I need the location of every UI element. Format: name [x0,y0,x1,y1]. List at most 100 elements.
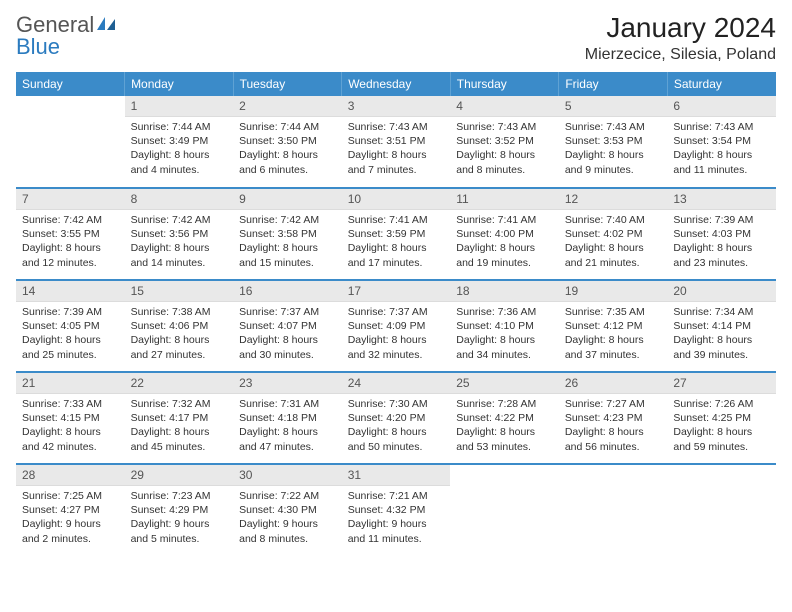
day-number: 21 [16,373,125,394]
day-cell: 11Sunrise: 7:41 AMSunset: 4:00 PMDayligh… [450,188,559,280]
daylight-text: Daylight: 8 hours [239,333,336,347]
day-details: Sunrise: 7:34 AMSunset: 4:14 PMDaylight:… [667,302,776,365]
sunrise-text: Sunrise: 7:26 AM [673,397,770,411]
sunrise-text: Sunrise: 7:32 AM [131,397,228,411]
day-cell: 30Sunrise: 7:22 AMSunset: 4:30 PMDayligh… [233,464,342,556]
sunset-text: Sunset: 4:25 PM [673,411,770,425]
day-number: 12 [559,189,668,210]
day-number: 7 [16,189,125,210]
day-number: 14 [16,281,125,302]
day-cell [450,464,559,556]
day-details: Sunrise: 7:43 AMSunset: 3:51 PMDaylight:… [342,117,451,180]
sunset-text: Sunset: 4:27 PM [22,503,119,517]
daylight-text: Daylight: 8 hours [131,148,228,162]
logo-sail-icon [96,12,118,37]
day-details: Sunrise: 7:39 AMSunset: 4:03 PMDaylight:… [667,210,776,273]
day-details: Sunrise: 7:42 AMSunset: 3:56 PMDaylight:… [125,210,234,273]
sunset-text: Sunset: 3:51 PM [348,134,445,148]
weekday-header: Sunday [16,72,125,96]
sunrise-text: Sunrise: 7:30 AM [348,397,445,411]
daylight-text: and 6 minutes. [239,163,336,177]
daylight-text: Daylight: 8 hours [456,148,553,162]
day-details: Sunrise: 7:42 AMSunset: 3:58 PMDaylight:… [233,210,342,273]
day-details: Sunrise: 7:40 AMSunset: 4:02 PMDaylight:… [559,210,668,273]
sunset-text: Sunset: 4:06 PM [131,319,228,333]
sunrise-text: Sunrise: 7:23 AM [131,489,228,503]
sunset-text: Sunset: 4:32 PM [348,503,445,517]
day-number: 25 [450,373,559,394]
daylight-text: Daylight: 8 hours [565,241,662,255]
day-cell: 26Sunrise: 7:27 AMSunset: 4:23 PMDayligh… [559,372,668,464]
day-number: 22 [125,373,234,394]
day-details: Sunrise: 7:33 AMSunset: 4:15 PMDaylight:… [16,394,125,457]
daylight-text: and 11 minutes. [673,163,770,177]
sunrise-text: Sunrise: 7:44 AM [131,120,228,134]
sunrise-text: Sunrise: 7:40 AM [565,213,662,227]
day-number: 1 [125,96,234,117]
sunset-text: Sunset: 4:14 PM [673,319,770,333]
day-details: Sunrise: 7:42 AMSunset: 3:55 PMDaylight:… [16,210,125,273]
daylight-text: and 59 minutes. [673,440,770,454]
day-cell: 17Sunrise: 7:37 AMSunset: 4:09 PMDayligh… [342,280,451,372]
day-cell: 20Sunrise: 7:34 AMSunset: 4:14 PMDayligh… [667,280,776,372]
daylight-text: Daylight: 9 hours [348,517,445,531]
daylight-text: Daylight: 8 hours [673,425,770,439]
day-cell: 12Sunrise: 7:40 AMSunset: 4:02 PMDayligh… [559,188,668,280]
daylight-text: and 53 minutes. [456,440,553,454]
sunset-text: Sunset: 3:55 PM [22,227,119,241]
daylight-text: Daylight: 8 hours [456,241,553,255]
day-cell: 18Sunrise: 7:36 AMSunset: 4:10 PMDayligh… [450,280,559,372]
sunrise-text: Sunrise: 7:35 AM [565,305,662,319]
day-cell: 23Sunrise: 7:31 AMSunset: 4:18 PMDayligh… [233,372,342,464]
sunset-text: Sunset: 3:49 PM [131,134,228,148]
day-details: Sunrise: 7:41 AMSunset: 3:59 PMDaylight:… [342,210,451,273]
daylight-text: Daylight: 8 hours [565,148,662,162]
day-cell: 9Sunrise: 7:42 AMSunset: 3:58 PMDaylight… [233,188,342,280]
day-details: Sunrise: 7:31 AMSunset: 4:18 PMDaylight:… [233,394,342,457]
day-number: 18 [450,281,559,302]
daylight-text: Daylight: 8 hours [239,425,336,439]
day-details: Sunrise: 7:22 AMSunset: 4:30 PMDaylight:… [233,486,342,549]
sunrise-text: Sunrise: 7:36 AM [456,305,553,319]
day-number: 30 [233,465,342,486]
day-cell: 27Sunrise: 7:26 AMSunset: 4:25 PMDayligh… [667,372,776,464]
daylight-text: Daylight: 8 hours [673,333,770,347]
day-number: 10 [342,189,451,210]
day-number: 13 [667,189,776,210]
sunrise-text: Sunrise: 7:41 AM [348,213,445,227]
day-number: 17 [342,281,451,302]
day-cell: 28Sunrise: 7:25 AMSunset: 4:27 PMDayligh… [16,464,125,556]
day-cell: 22Sunrise: 7:32 AMSunset: 4:17 PMDayligh… [125,372,234,464]
sunset-text: Sunset: 4:18 PM [239,411,336,425]
daylight-text: and 30 minutes. [239,348,336,362]
day-details: Sunrise: 7:43 AMSunset: 3:54 PMDaylight:… [667,117,776,180]
daylight-text: Daylight: 8 hours [456,425,553,439]
title-block: January 2024 Mierzecice, Silesia, Poland [585,12,776,64]
day-cell: 25Sunrise: 7:28 AMSunset: 4:22 PMDayligh… [450,372,559,464]
day-details: Sunrise: 7:37 AMSunset: 4:07 PMDaylight:… [233,302,342,365]
sunrise-text: Sunrise: 7:22 AM [239,489,336,503]
sunset-text: Sunset: 4:02 PM [565,227,662,241]
day-cell: 3Sunrise: 7:43 AMSunset: 3:51 PMDaylight… [342,96,451,188]
sunset-text: Sunset: 4:20 PM [348,411,445,425]
day-number: 2 [233,96,342,117]
daylight-text: and 47 minutes. [239,440,336,454]
daylight-text: Daylight: 8 hours [673,241,770,255]
day-details: Sunrise: 7:25 AMSunset: 4:27 PMDaylight:… [16,486,125,549]
day-number: 8 [125,189,234,210]
sunrise-text: Sunrise: 7:21 AM [348,489,445,503]
day-cell: 5Sunrise: 7:43 AMSunset: 3:53 PMDaylight… [559,96,668,188]
daylight-text: and 50 minutes. [348,440,445,454]
sunrise-text: Sunrise: 7:28 AM [456,397,553,411]
sunset-text: Sunset: 4:17 PM [131,411,228,425]
day-details: Sunrise: 7:39 AMSunset: 4:05 PMDaylight:… [16,302,125,365]
sunset-text: Sunset: 3:59 PM [348,227,445,241]
daylight-text: and 19 minutes. [456,256,553,270]
sunrise-text: Sunrise: 7:42 AM [131,213,228,227]
day-number: 31 [342,465,451,486]
logo: GeneralBlue [16,12,118,60]
weekday-header: Monday [125,72,234,96]
sunrise-text: Sunrise: 7:31 AM [239,397,336,411]
header: GeneralBlue January 2024 Mierzecice, Sil… [16,12,776,64]
day-number: 6 [667,96,776,117]
